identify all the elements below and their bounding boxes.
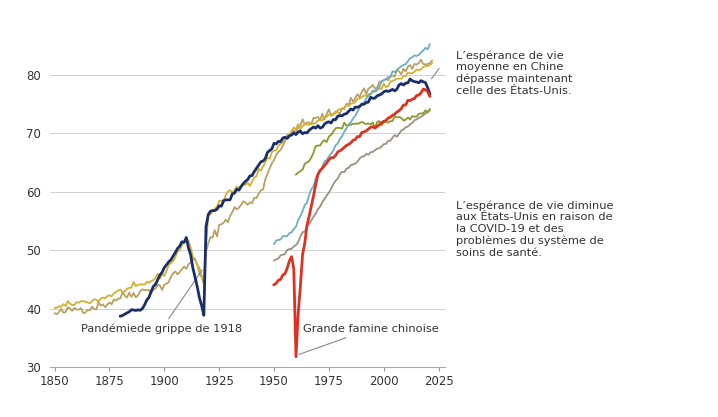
Text: L’espérance de vie
moyenne en Chine
dépasse maintenant
celle des États-Unis.: L’espérance de vie moyenne en Chine dépa… <box>456 50 572 96</box>
Text: L’espérance de vie diminue
aux États-Unis en raison de
la COVID-19 et des
problè: L’espérance de vie diminue aux États-Uni… <box>456 200 613 258</box>
Text: Grande famine chinoise: Grande famine chinoise <box>299 324 438 354</box>
Text: Pandémiede grippe de 1918: Pandémiede grippe de 1918 <box>81 270 242 334</box>
